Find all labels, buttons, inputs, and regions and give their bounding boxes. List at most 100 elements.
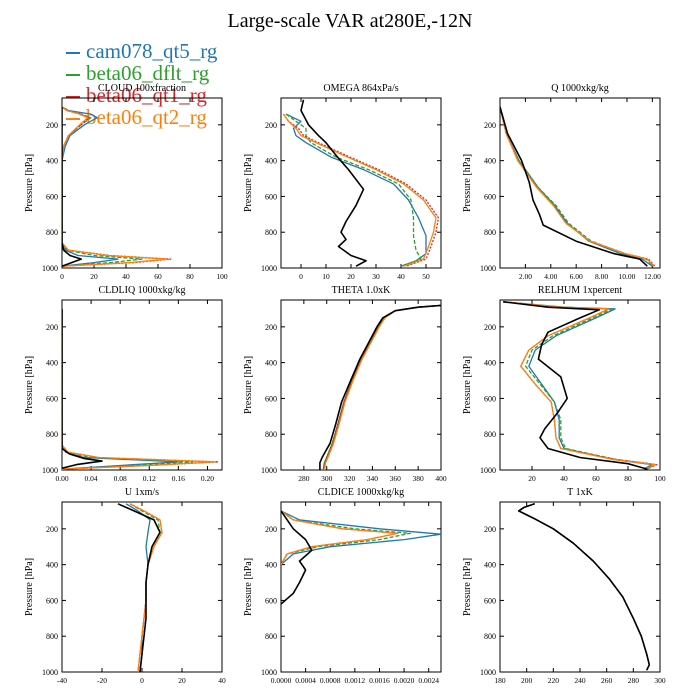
x-tick-label: -20 — [97, 676, 107, 685]
series-line — [518, 503, 650, 671]
plot-frame — [280, 501, 442, 673]
legend-label: beta06_qt2_rg — [86, 105, 207, 129]
series-line — [503, 301, 656, 470]
y-tick-label: 200 — [265, 525, 277, 534]
plot-frame — [499, 299, 661, 471]
x-tick-label: 8.00 — [595, 272, 608, 281]
x-tick-label: 180 — [494, 676, 506, 685]
x-tick-label: 100 — [216, 272, 228, 281]
x-tick-label: 6.00 — [570, 272, 583, 281]
x-tick-label: 2.00 — [519, 272, 532, 281]
y-tick-label: 200 — [265, 323, 277, 332]
chart-title: CLOUD 100xfraction — [98, 83, 186, 94]
chart-panel: Q 1000xkg/kg Pressure [hPa] 200 400 600 800 10… — [462, 83, 661, 281]
series-line — [62, 308, 180, 470]
chart-title: U 1xm/s — [125, 487, 159, 498]
series-line — [300, 99, 367, 267]
y-tick-label: 400 — [265, 157, 277, 166]
legend-item: cam078_qt5_rg — [66, 40, 217, 62]
chart-panel: CLDLIQ 1000xkg/kg Pressure [hPa] 200 400 600… — [24, 285, 223, 483]
y-tick-label: 1000 — [480, 668, 496, 677]
x-tick-label: 0.0012 — [345, 676, 366, 685]
x-tick-label: 10 — [322, 272, 330, 281]
y-axis-label: Pressure [hPa] — [462, 154, 473, 212]
y-tick-label: 200 — [46, 525, 58, 534]
y-tick-label: 600 — [484, 596, 496, 605]
y-tick-label: 800 — [265, 430, 277, 439]
y-tick-label: 600 — [265, 192, 277, 201]
y-tick-label: 200 — [484, 323, 496, 332]
series-line — [518, 503, 650, 671]
y-tick-label: 400 — [484, 561, 496, 570]
series-line — [517, 503, 651, 671]
y-axis-label: Pressure [hPa] — [24, 558, 35, 616]
y-axis-label: Pressure [hPa] — [24, 154, 35, 212]
x-tick-label: 50 — [422, 272, 430, 281]
series-line — [62, 308, 103, 469]
y-tick-label: 1000 — [261, 466, 277, 475]
y-axis-label: Pressure [hPa] — [462, 558, 473, 616]
y-axis-label: Pressure [hPa] — [243, 558, 254, 616]
x-tick-label: 80 — [624, 474, 632, 483]
x-tick-label: 0.0020 — [394, 676, 415, 685]
x-tick-label: 20 — [178, 676, 186, 685]
y-tick-label: 800 — [484, 430, 496, 439]
series-line — [323, 304, 441, 470]
y-tick-label: 1000 — [42, 668, 58, 677]
y-tick-label: 800 — [265, 632, 277, 641]
x-tick-label: 280 — [298, 474, 310, 483]
legend-swatch — [66, 52, 80, 55]
y-tick-label: 1000 — [480, 466, 496, 475]
x-tick-label: 0.0004 — [295, 676, 316, 685]
y-tick-label: 600 — [265, 394, 277, 403]
y-tick-label: 600 — [265, 596, 277, 605]
legend-label: beta06_qt1_rg — [86, 83, 207, 107]
y-tick-label: 400 — [484, 359, 496, 368]
y-tick-label: 200 — [484, 525, 496, 534]
x-tick-label: 0.0008 — [320, 676, 341, 685]
chart-panel: THETA 1.0xK Pressure [hPa] 200 400 600 800 100… — [243, 285, 447, 483]
x-tick-label: 0.00 — [55, 474, 68, 483]
y-tick-label: 400 — [46, 561, 58, 570]
series-line — [62, 106, 172, 267]
series-line — [518, 503, 650, 671]
series-line — [281, 510, 313, 605]
legend-label: beta06_dflt_rg — [86, 61, 210, 85]
x-tick-label: 0.20 — [201, 474, 214, 483]
series-line — [503, 301, 656, 470]
x-tick-label: 0.16 — [172, 474, 185, 483]
y-tick-label: 400 — [484, 157, 496, 166]
x-tick-label: 400 — [435, 474, 447, 483]
series-line — [281, 510, 411, 565]
x-tick-label: 4.00 — [544, 272, 557, 281]
y-tick-label: 200 — [265, 121, 277, 130]
x-tick-label: 0.0016 — [369, 676, 390, 685]
x-tick-label: 0 — [60, 272, 64, 281]
chart-title: RELHUM 1xpercent — [538, 285, 622, 296]
x-tick-label: 20 — [90, 272, 98, 281]
x-tick-label: 40 — [218, 676, 226, 685]
y-tick-label: 800 — [46, 430, 58, 439]
series-line — [129, 503, 161, 672]
legend-swatch — [66, 74, 80, 77]
series-line — [322, 304, 441, 470]
series-line — [500, 106, 655, 267]
x-tick-label: 240 — [574, 676, 586, 685]
series-line — [281, 510, 399, 565]
series-line — [518, 503, 650, 671]
x-tick-label: 20 — [347, 272, 355, 281]
x-tick-label: 10.00 — [619, 272, 636, 281]
x-tick-label: 0 — [299, 272, 303, 281]
x-tick-label: 360 — [390, 474, 402, 483]
y-tick-label: 600 — [46, 192, 58, 201]
y-tick-label: 800 — [484, 632, 496, 641]
x-tick-label: 220 — [548, 676, 560, 685]
y-tick-label: 200 — [46, 121, 58, 130]
y-tick-label: 600 — [484, 192, 496, 201]
series-line — [500, 106, 653, 267]
chart-panel: CLOUD 100xfraction Pressure [hPa] 200 40 0 60… — [24, 83, 228, 281]
x-tick-label: 40 — [122, 272, 130, 281]
y-tick-label: 800 — [46, 228, 58, 237]
